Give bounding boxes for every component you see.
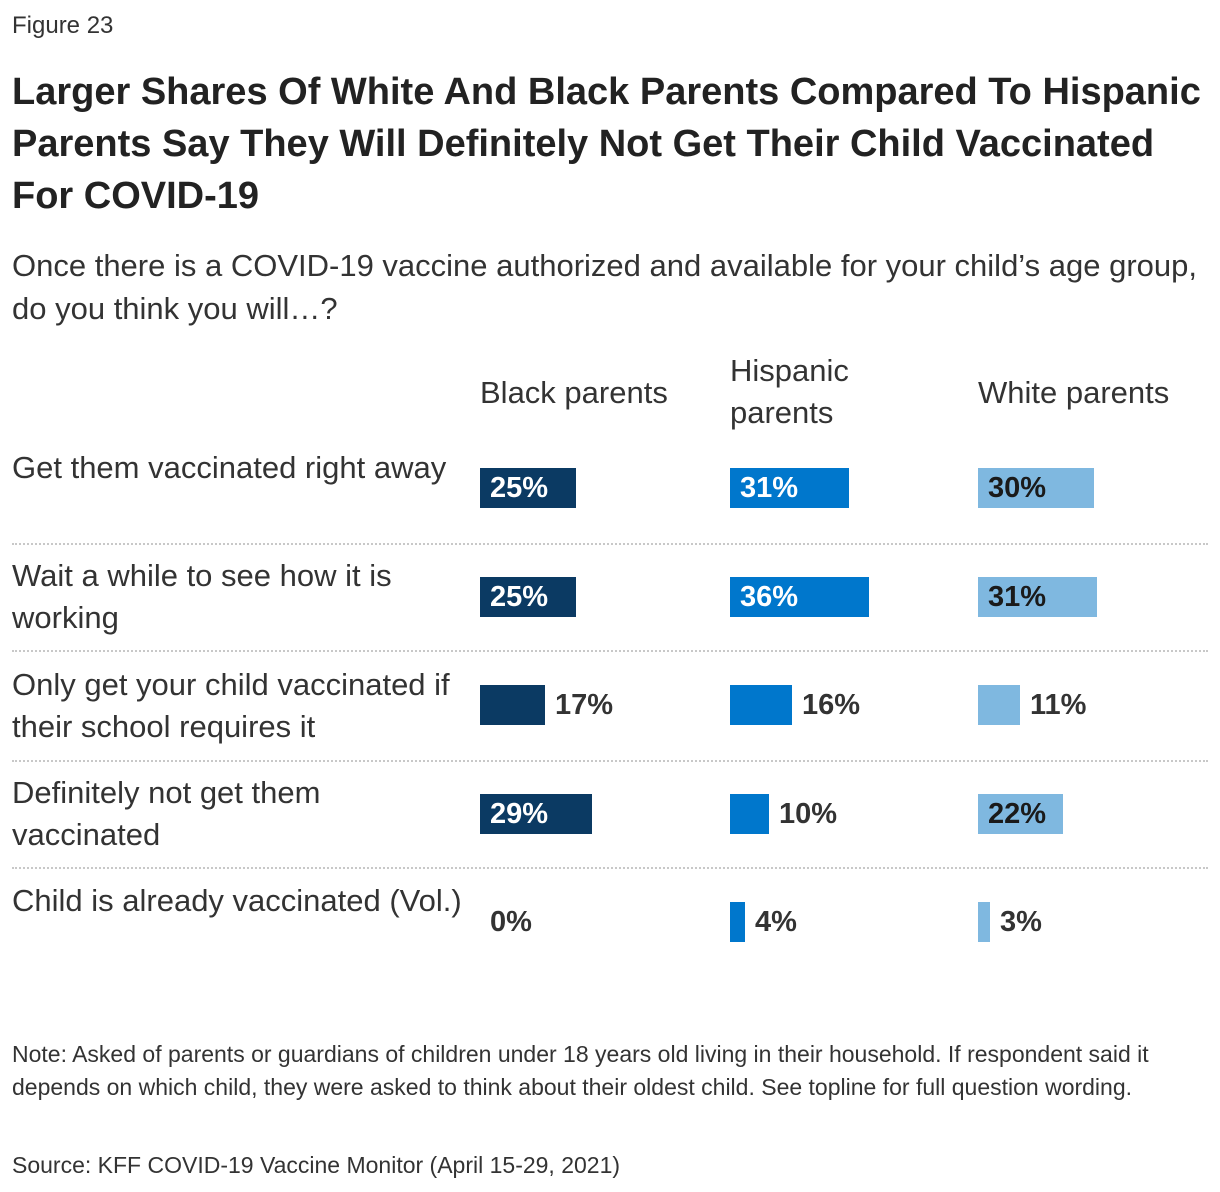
bar-black-parents-1 [480,468,576,508]
row-divider [12,650,1208,652]
value-label-black-parents-4: 29% [490,798,549,830]
bar-hispanic-parents-5 [730,902,745,942]
row-label-definitely-not-get-them-vaccinated: Definitely not get them vaccinated [12,775,321,852]
row-divider [12,760,1208,762]
value-label-hispanic-parents-1: 31% [740,472,799,504]
column-header-black-parents: Black parents [480,375,668,410]
value-label-hispanic-parents-5: 4% [755,906,797,938]
bar-black-parents-3 [480,685,545,725]
value-label-white-parents-1: 30% [988,472,1047,504]
value-label-black-parents-5: 0% [490,906,532,938]
value-label-white-parents-5: 3% [1000,906,1042,938]
bar-black-parents-4 [480,794,592,834]
row-label-get-them-vaccinated-right-away: Get them vaccinated right away [12,450,447,485]
bar-white-parents-4 [978,794,1063,834]
chart-note: Note: Asked of parents or guardians of c… [12,1041,1149,1100]
chart-title: Larger Shares Of White And Black Parents… [12,71,1201,217]
figure-label: Figure 23 [12,12,114,39]
value-label-hispanic-parents-4: 10% [779,798,838,830]
value-label-white-parents-3: 11% [1030,689,1087,721]
bar-hispanic-parents-2 [730,577,869,617]
row-divider [12,867,1208,869]
bar-white-parents-3 [978,685,1020,725]
value-label-white-parents-4: 22% [988,798,1047,830]
value-label-black-parents-1: 25% [490,472,549,504]
bar-hispanic-parents-4 [730,794,769,834]
row-label-only-get-your-child-vaccinated-if-their-school-requires-it: Only get your child vaccinated if their … [12,667,450,744]
value-label-black-parents-3: 17% [555,689,614,721]
value-label-black-parents-2: 25% [490,581,549,613]
bar-white-parents-5 [978,902,990,942]
bar-white-parents-1 [978,468,1094,508]
chart-subtitle: Once there is a COVID-19 vaccine authori… [12,248,1197,326]
bar-white-parents-2 [978,577,1097,617]
bar-hispanic-parents-1 [730,468,849,508]
value-label-white-parents-2: 31% [988,581,1047,613]
chart-source: Source: KFF COVID-19 Vaccine Monitor (Ap… [12,1152,621,1178]
column-header-hispanic-parents: Hispanic parents [730,353,849,430]
value-label-hispanic-parents-2: 36% [740,581,799,613]
bar-hispanic-parents-3 [730,685,792,725]
column-header-white-parents: White parents [978,375,1170,410]
bar-black-parents-2 [480,577,576,617]
row-label-child-is-already-vaccinated-vol: Child is already vaccinated (Vol.) [12,883,462,918]
row-divider [12,543,1208,545]
row-label-wait-a-while-to-see-how-it-is-working: Wait a while to see how it is working [12,558,392,635]
value-label-hispanic-parents-3: 16% [802,689,861,721]
